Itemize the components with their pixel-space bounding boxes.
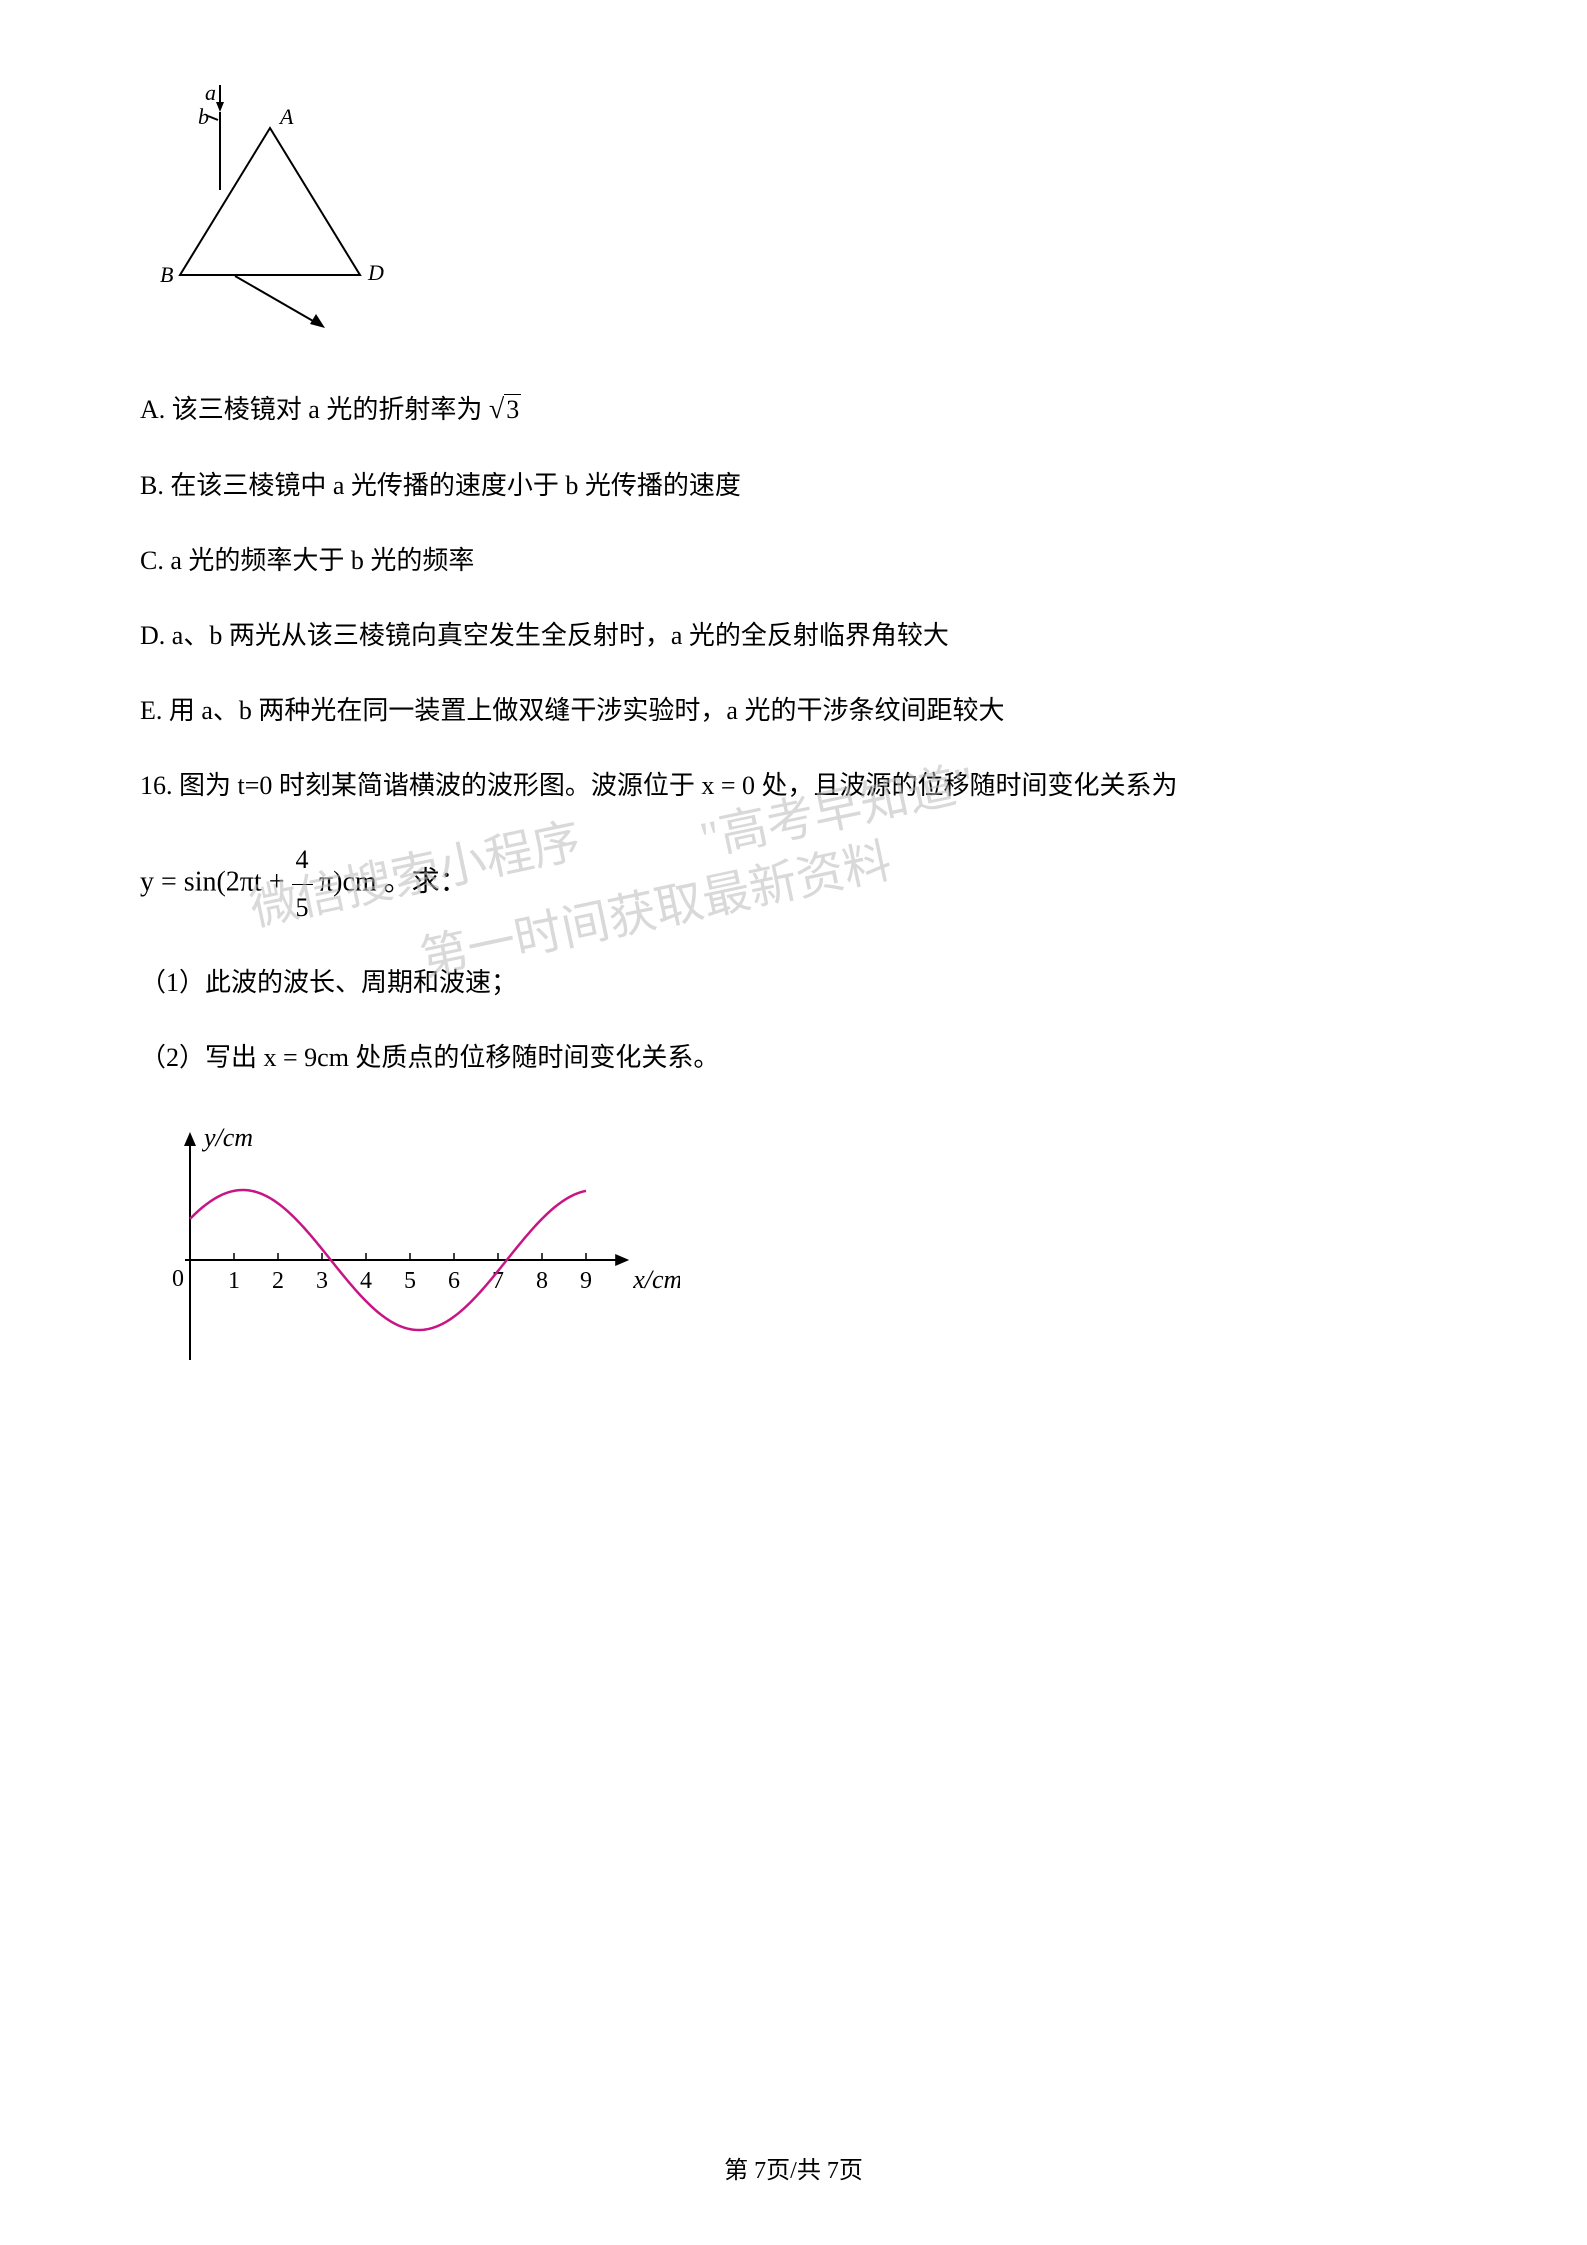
q16-formula: y = sin(2πt + 4 5 π)cm 。求： — [140, 837, 1447, 932]
svg-text:9: 9 — [580, 1268, 592, 1294]
wave-chart: 1234567890y/cmx/cm — [140, 1110, 1447, 1415]
option-E: E. 用 a、b 两种光在同一装置上做双缝干涉实验时，a 光的干涉条纹间距较大 — [140, 688, 1447, 735]
label-B-vertex: B — [160, 262, 173, 287]
svg-text:4: 4 — [360, 1268, 372, 1294]
q16-sub2: （2）写出 x = 9cm 处质点的位移随时间变化关系。 — [140, 1035, 1447, 1082]
option-C: C. a 光的频率大于 b 光的频率 — [140, 538, 1447, 585]
wave-svg: 1234567890y/cmx/cm — [140, 1110, 680, 1410]
option-B: B. 在该三棱镜中 a 光传播的速度小于 b 光传播的速度 — [140, 463, 1447, 510]
page-footer: 第 7页/共 7页 — [0, 2150, 1587, 2185]
q16-sub1: （1）此波的波长、周期和波速； — [140, 960, 1447, 1007]
q16-main: 16. 图为 t=0 时刻某简谐横波的波形图。波源位于 x = 0 处，且波源的… — [140, 763, 1447, 810]
formula-suffix: π)cm 。求： — [319, 867, 468, 898]
prism-diagram: a b A B D — [140, 80, 1447, 345]
option-A: A. 该三棱镜对 a 光的折射率为 √3 — [140, 385, 1447, 435]
fraction-4-5: 4 5 — [292, 837, 313, 932]
formula-prefix: y = sin(2πt + — [140, 867, 292, 898]
prism-svg: a b A B D — [140, 80, 420, 340]
svg-text:2: 2 — [272, 1268, 284, 1294]
option-A-text: A. 该三棱镜对 a 光的折射率为 — [140, 395, 489, 424]
svg-text:8: 8 — [536, 1268, 548, 1294]
svg-text:6: 6 — [448, 1268, 460, 1294]
svg-text:y/cm: y/cm — [201, 1123, 253, 1152]
svg-text:3: 3 — [316, 1268, 328, 1294]
label-b: b — [198, 104, 209, 129]
sqrt-3: √3 — [489, 385, 521, 435]
svg-text:5: 5 — [404, 1268, 416, 1294]
svg-text:0: 0 — [172, 1266, 184, 1292]
svg-text:1: 1 — [228, 1268, 240, 1294]
label-D-vertex: D — [367, 260, 384, 285]
label-A-vertex: A — [278, 104, 294, 129]
label-a: a — [205, 80, 216, 105]
option-D: D. a、b 两光从该三棱镜向真空发生全反射时，a 光的全反射临界角较大 — [140, 613, 1447, 660]
svg-text:x/cm: x/cm — [632, 1265, 680, 1294]
